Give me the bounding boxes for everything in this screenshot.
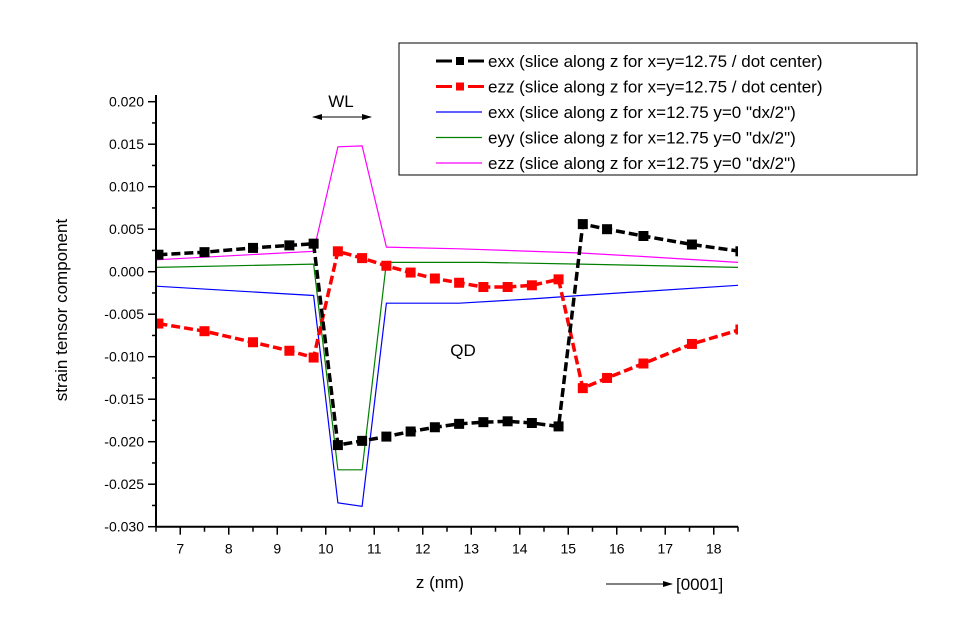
series-4 [156, 145, 738, 263]
x-tick-label: 14 [512, 541, 528, 557]
data-point [686, 338, 697, 349]
x-tick-label: 10 [318, 541, 334, 557]
y-tick-label: -0.020 [104, 434, 144, 450]
data-point [248, 337, 258, 348]
legend-label: exx (slice along z for x=y=12.75 / dot c… [488, 52, 823, 71]
x-tick-label: 16 [609, 541, 625, 557]
legend-item: exx (slice along z for x=12.75 y=0 "dx/2… [436, 103, 796, 122]
data-point [638, 231, 649, 241]
y-tick-label: -0.005 [104, 306, 144, 322]
data-point [405, 267, 416, 278]
data-point [602, 224, 613, 235]
y-tick-label: 0.000 [109, 264, 144, 280]
data-point [454, 418, 465, 429]
data-point [553, 421, 564, 432]
y-tick-label: -0.030 [104, 519, 144, 535]
x-tick-label: 15 [560, 541, 576, 557]
series-3 [156, 261, 738, 471]
data-point [429, 422, 440, 433]
legend-item: ezz (slice along z for x=y=12.75 / dot c… [436, 78, 823, 97]
data-point [357, 253, 368, 264]
series-line [156, 284, 738, 507]
data-point [577, 383, 588, 394]
qd-annotation: QD [450, 341, 476, 360]
data-point [686, 239, 697, 250]
data-point [284, 240, 295, 251]
legend-label: eyy (slice along z for x=12.75 y=0 "dx/2… [488, 129, 796, 148]
data-point [502, 416, 513, 427]
data-point [381, 260, 392, 271]
x-tick-label: 8 [225, 541, 233, 557]
series-layer [156, 145, 738, 507]
data-point [156, 249, 164, 260]
data-point [553, 274, 564, 285]
axes: 0.020 0.015 0.010 0.005 0.000 -0.005 -0.010 -0.… [104, 94, 739, 557]
y-tick-label: -0.025 [104, 476, 144, 492]
data-point [638, 358, 649, 369]
data-point [199, 247, 210, 258]
legend-marker [456, 82, 464, 91]
series-line [158, 249, 738, 391]
series-1 [156, 246, 738, 394]
x-axis-label: z (nm) [416, 573, 464, 592]
x-tick-label: 11 [367, 541, 382, 557]
data-point [526, 418, 537, 428]
data-point [735, 246, 738, 257]
y-axis-label: strain tensor component [52, 219, 71, 402]
legend-label: ezz (slice along z for x=12.75 y=0 "dx/2… [488, 154, 796, 173]
data-point [308, 238, 319, 249]
y-tick-label: 0.010 [109, 179, 144, 195]
legend-item: eyy (slice along z for x=12.75 y=0 "dx/2… [436, 129, 796, 148]
data-point [284, 345, 295, 356]
legend-label: exx (slice along z for x=12.75 y=0 "dx/2… [488, 103, 796, 122]
data-point [199, 326, 210, 337]
x-tick-label: 7 [176, 541, 184, 557]
data-point [308, 352, 319, 363]
legend: exx (slice along z for x=y=12.75 / dot c… [398, 42, 918, 176]
data-point [735, 324, 738, 335]
data-point [526, 280, 537, 291]
data-point [502, 282, 513, 292]
data-point [332, 440, 343, 451]
legend-label: ezz (slice along z for x=y=12.75 / dot c… [488, 78, 823, 97]
y-tick-label: 0.020 [109, 94, 144, 110]
series-line [156, 145, 738, 263]
direction-label: [0001] [676, 575, 723, 594]
series-2 [156, 284, 738, 507]
x-tick-label: 9 [273, 541, 281, 557]
legend-box [398, 42, 918, 176]
series-0 [156, 219, 738, 451]
data-point [602, 372, 613, 383]
data-point [478, 417, 489, 428]
series-line [156, 261, 738, 471]
data-point [381, 431, 392, 442]
legend-item: exx (slice along z for x=y=12.75 / dot c… [436, 52, 823, 71]
data-point [478, 282, 489, 292]
data-point [405, 426, 416, 437]
data-point [156, 318, 164, 329]
x-tick-label: 13 [463, 541, 479, 557]
legend-marker [456, 57, 464, 65]
legend-item: ezz (slice along z for x=12.75 y=0 "dx/2… [436, 154, 796, 173]
data-point [357, 435, 368, 446]
data-point [454, 277, 465, 288]
y-tick-label: 0.005 [109, 221, 144, 237]
y-tick-label: 0.015 [109, 136, 144, 152]
y-tick-label: -0.010 [104, 349, 144, 365]
wl-annotation: WL [328, 92, 354, 111]
x-tick-label: 18 [706, 541, 722, 557]
x-tick-label: 17 [657, 541, 673, 557]
data-point [248, 242, 258, 253]
x-tick-label: 12 [415, 541, 431, 557]
y-tick-label: -0.015 [104, 391, 144, 407]
data-point [577, 219, 588, 230]
data-point [332, 246, 343, 257]
data-point [429, 273, 440, 284]
